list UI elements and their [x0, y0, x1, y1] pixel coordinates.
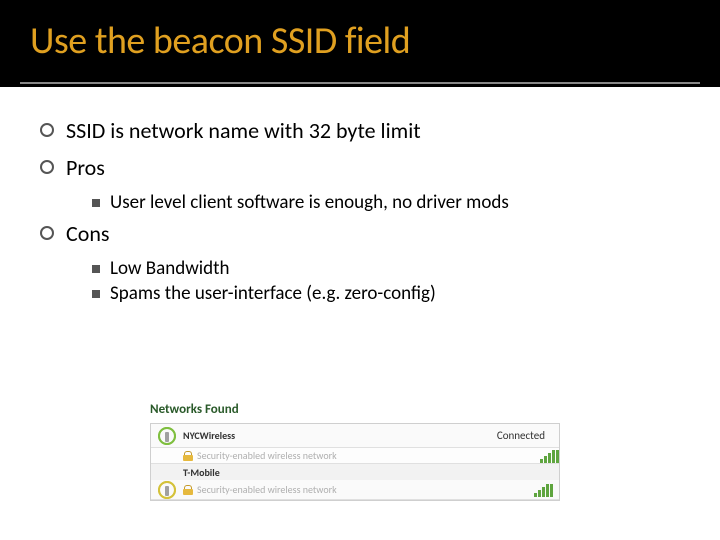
sub-bullet-text: Spams the user-interface (e.g. zero-conf…	[110, 282, 436, 305]
network-ssid: NYCWireless	[183, 429, 235, 442]
title-underline	[20, 82, 700, 84]
network-row[interactable]: NYCWireless Connected	[151, 424, 559, 448]
lock-icon	[183, 451, 193, 461]
signal-bars-icon	[540, 449, 559, 463]
connection-status: Connected	[497, 429, 553, 442]
ring-bullet-icon	[40, 123, 54, 137]
sub-bullet-text: Low Bandwidth	[110, 257, 229, 280]
sub-bullet-item: Low Bandwidth	[92, 257, 680, 280]
network-security-text: Security-enabled wireless network	[197, 483, 337, 496]
bullet-text: Cons	[66, 220, 110, 247]
bullet-text: SSID is network name with 32 byte limit	[66, 117, 421, 144]
network-security-text: Security-enabled wireless network	[197, 449, 337, 462]
bullet-list: SSID is network name with 32 byte limit …	[40, 117, 680, 181]
square-bullet-icon	[92, 265, 100, 273]
networks-found-heading: Networks Found	[150, 402, 560, 417]
sub-bullet-item: Spams the user-interface (e.g. zero-conf…	[92, 282, 680, 305]
square-bullet-icon	[92, 290, 100, 298]
network-row-header[interactable]: T-Mobile	[151, 464, 559, 480]
networks-found-widget: Networks Found NYCWireless Connected Sec…	[150, 402, 560, 501]
slide-title: Use the beacon SSID field	[30, 18, 700, 64]
networks-panel: NYCWireless Connected Security-enabled w…	[150, 423, 560, 501]
bullet-item: SSID is network name with 32 byte limit	[40, 117, 680, 144]
slide-body: SSID is network name with 32 byte limit …	[0, 87, 720, 305]
sub-bullet-list: Low Bandwidth Spams the user-interface (…	[92, 257, 680, 305]
sub-bullet-list: User level client software is enough, no…	[92, 191, 680, 214]
wifi-signal-icon	[157, 428, 177, 444]
bullet-item: Cons	[40, 220, 680, 247]
square-bullet-icon	[92, 199, 100, 207]
sub-bullet-text: User level client software is enough, no…	[110, 191, 509, 214]
title-band: Use the beacon SSID field	[0, 0, 720, 87]
ring-bullet-icon	[40, 226, 54, 240]
network-ssid: T-Mobile	[183, 466, 220, 479]
sub-bullet-item: User level client software is enough, no…	[92, 191, 680, 214]
signal-bars-icon	[534, 483, 553, 497]
wifi-signal-icon	[157, 482, 177, 498]
ring-bullet-icon	[40, 160, 54, 174]
network-row[interactable]: Security-enabled wireless network	[151, 480, 559, 500]
network-subrow: Security-enabled wireless network	[151, 448, 559, 464]
bullet-item: Pros	[40, 154, 680, 181]
lock-icon	[183, 485, 193, 495]
bullet-list: Cons	[40, 220, 680, 247]
bullet-text: Pros	[66, 154, 105, 181]
